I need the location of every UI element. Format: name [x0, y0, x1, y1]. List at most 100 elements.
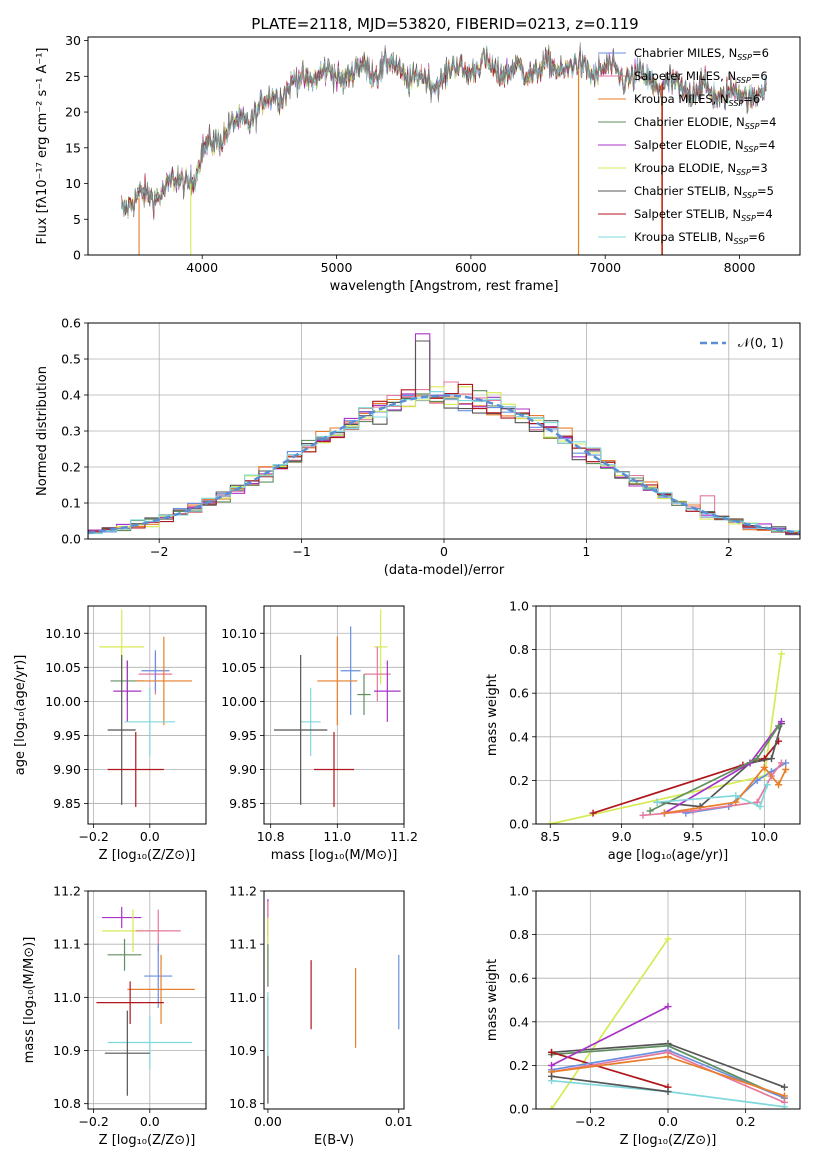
weight-marker [664, 935, 672, 943]
legend-subscript: SSP [745, 122, 760, 131]
y-tick-label: 11.0 [53, 990, 81, 1005]
y-tick-label: 0.8 [509, 642, 529, 657]
x-tick-label: 0.00 [254, 1114, 282, 1129]
x-tick-label: 0.0 [658, 1114, 678, 1129]
weight-marker [756, 803, 764, 811]
y-tick-label: 0.6 [509, 686, 529, 701]
weight-marker [775, 781, 783, 789]
y-tick-label: 11.2 [53, 884, 81, 899]
legend-value: =6 [751, 69, 768, 83]
legend-value: =6 [743, 92, 760, 106]
y-tick-label: 0.4 [509, 1014, 529, 1029]
error-bars [274, 609, 401, 807]
age-vs-mass-panel: 10.8 11.0 11.2 9.85 9.90 9.95 10.00 10.05 10.10 m… [221, 605, 418, 863]
y-tick-label: 0.5 [61, 352, 81, 367]
weight-marker [660, 809, 668, 817]
mass-weight-vs-metallicity-panel: −0.2 0.0 0.2 0.0 0.2 0.4 0.6 0.8 1.0 Z [log₁₀(Z/Z… [485, 884, 801, 1148]
histograms [88, 333, 800, 539]
legend-value: =4 [760, 115, 777, 129]
y-tick-label: 10.05 [45, 660, 81, 675]
weight-lines [548, 935, 788, 1109]
x-tick-label: −1 [292, 544, 310, 559]
x-tick-label: 0.0 [140, 829, 160, 844]
axes-frame [87, 322, 801, 540]
x-tick-label: 10.8 [257, 829, 285, 844]
y-axis-label: mass weight [485, 959, 500, 1041]
y-tick-label: 0.2 [61, 460, 81, 475]
legend-label: Kroupa STELIB, N [634, 230, 734, 244]
weight-marker [760, 763, 768, 771]
y-tick-label: 10.00 [45, 694, 81, 709]
x-axis-label: Z [log₁₀(Z/Z⊙)] [620, 1133, 717, 1148]
residuals-panel: −2 −1 0 1 2 0.0 0.1 0.2 0.3 0.4 0.5 0.6 (data-model)… [35, 316, 801, 578]
weight-line [551, 1051, 669, 1089]
y-tick-label: 10.10 [45, 626, 81, 641]
x-tick-label: −0.2 [78, 1114, 108, 1129]
legend-value: =5 [757, 184, 774, 198]
weight-marker [664, 1053, 672, 1061]
weight-marker [639, 811, 647, 819]
legend-value: =4 [756, 207, 773, 221]
legend-entry: Chabrier ELODIE, NSSP=4 [634, 115, 776, 131]
mass-vs-metallicity-panel: −0.2 0.0 10.8 10.9 11.0 11.1 11.2 Z [log₁₀(Z/Z⊙… [22, 884, 207, 1148]
y-axis-label: Flux [fλ10⁻¹⁷ erg cm⁻² s⁻¹ A⁻¹] [35, 48, 50, 245]
y-tick-label: 10.00 [221, 694, 257, 709]
weight-marker [548, 1061, 556, 1069]
legend-label: Kroupa MILES, N [634, 92, 729, 106]
weight-marker [763, 781, 771, 789]
axes-frame [535, 605, 801, 825]
x-tick-label: 0.2 [736, 1114, 756, 1129]
weight-marker [777, 718, 785, 726]
y-tick-label: 0.3 [61, 424, 81, 439]
axes-frame [263, 890, 405, 1110]
x-tick-label: −0.2 [78, 829, 108, 844]
normal-curve [88, 394, 800, 534]
legend-entry: Chabrier STELIB, NSSP=5 [634, 184, 774, 200]
x-axis-label: Z [log₁₀(Z/Z⊙)] [99, 1133, 196, 1148]
age-vs-metallicity-panel: −0.2 0.0 9.85 9.90 9.95 10.00 10.05 10.10 Z [log… [13, 605, 207, 863]
x-tick-label: 6000 [455, 260, 487, 275]
mass-vs-ebv-panel: 0.00 0.01 10.8 10.9 11.0 11.1 11.2 E(B-V) [229, 884, 413, 1149]
x-tick-label: 11.0 [323, 829, 351, 844]
legend-entry: Salpeter STELIB, NSSP=4 [634, 207, 773, 223]
x-tick-label: 10.0 [750, 829, 778, 844]
y-tick-label: 0.0 [509, 1102, 529, 1117]
y-axis-label: mass [log₁₀(M/M⊙)] [22, 937, 37, 1064]
y-axis-label: mass weight [485, 674, 500, 756]
error-bars [267, 898, 400, 1104]
y-tick-label: 10.8 [53, 1096, 81, 1111]
weight-marker [664, 1088, 672, 1096]
y-tick-label: 0.0 [509, 817, 529, 832]
x-axis-label: age [log₁₀(age/yr)] [608, 848, 729, 863]
figure-title: PLATE=2118, MJD=53820, FIBERID=0213, z=0… [251, 15, 638, 33]
weight-marker [767, 755, 775, 763]
legend-label: Salpeter ELODIE, N [634, 138, 744, 152]
x-tick-label: 0 [440, 544, 448, 559]
y-tick-label: 10.10 [221, 626, 257, 641]
weight-marker [548, 1072, 556, 1080]
y-tick-label: 9.95 [229, 728, 257, 743]
legend-entry: Kroupa MILES, NSSP=6 [634, 92, 760, 108]
legend-value: =6 [748, 230, 765, 244]
legend-subscript: SSP [742, 191, 757, 200]
y-tick-label: 25 [65, 69, 81, 84]
legend-label: Kroupa ELODIE, N [634, 161, 736, 175]
weight-marker [589, 809, 597, 817]
y-tick-label: 0.0 [61, 532, 81, 547]
x-axis-label: wavelength [Angstrom, rest frame] [330, 279, 559, 294]
y-tick-label: 0.4 [509, 729, 529, 744]
spectrum-data-line [121, 42, 767, 217]
legend-subscript: SSP [741, 214, 756, 223]
legend-subscript: SSP [729, 99, 744, 108]
y-tick-label: 9.85 [53, 796, 81, 811]
axes-frame [87, 605, 207, 825]
legend-value: =4 [758, 138, 775, 152]
legend-value: =6 [752, 46, 769, 60]
legend-subscript: SSP [737, 53, 752, 62]
weight-marker [780, 1092, 788, 1100]
y-tick-label: 20 [65, 105, 81, 120]
y-tick-label: 10.9 [53, 1043, 81, 1058]
axes-frame [535, 890, 801, 1110]
y-tick-label: 11.1 [229, 937, 257, 952]
